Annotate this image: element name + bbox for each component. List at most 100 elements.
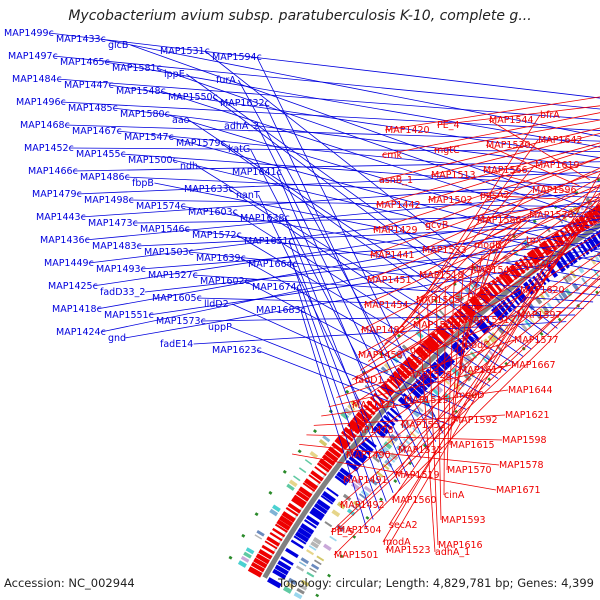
gene-label[interactable]: MAP1632c (220, 98, 270, 109)
gene-label[interactable]: pgsA2 (480, 190, 510, 201)
gene-label[interactable]: MAP1433c (56, 34, 106, 45)
gene-label[interactable]: MAP1602c (200, 276, 250, 287)
gene-label[interactable]: modD (456, 390, 484, 401)
gene-label[interactable]: MAP1664c (248, 259, 298, 270)
gene-label[interactable]: MAP1570 (447, 465, 492, 476)
gene-label[interactable]: aceAb (523, 260, 552, 271)
gene-label[interactable]: katG (228, 144, 250, 155)
gene-label[interactable]: MAP1504 (337, 525, 382, 536)
gene-label[interactable]: MAP1641c (232, 167, 282, 178)
gene-label[interactable]: MAP1484c (12, 74, 62, 85)
gene-label[interactable]: MAP1566 (483, 165, 528, 176)
gene-label[interactable]: MAP1638c (240, 213, 290, 224)
gene-label[interactable]: MAP1551c (104, 310, 154, 321)
gene-label[interactable]: MAP1491 (343, 475, 388, 486)
gene-label[interactable]: MAP1594c (212, 52, 262, 63)
gene-label[interactable]: MAP1574c (136, 201, 186, 212)
gene-label[interactable]: MAP1443c (36, 212, 86, 223)
gene-label[interactable]: modC (462, 340, 490, 351)
gene-label[interactable]: MAP1591 (465, 315, 510, 326)
gene-label[interactable]: glcB (108, 40, 128, 51)
gene-label[interactable]: MAP1424c (56, 327, 106, 338)
gene-label[interactable]: MAP1471 (352, 400, 397, 411)
gene-label[interactable]: MAP1451 (367, 275, 412, 286)
gene-label[interactable]: MAP1478 (349, 425, 394, 436)
gene-label[interactable]: MAP1500c (128, 155, 178, 166)
gene-label[interactable]: MAP1483c (92, 241, 142, 252)
gene-label[interactable]: uppP (208, 322, 232, 333)
gene-label[interactable]: lldD2 (204, 299, 229, 310)
gene-label[interactable]: MAP1577 (514, 335, 559, 346)
gene-label[interactable]: MAP1605c (152, 293, 202, 304)
gene-label[interactable]: MAP1531c (160, 46, 210, 57)
gene-label[interactable]: MAP1429 (373, 225, 418, 236)
gene-label[interactable]: MAP1436c (40, 235, 90, 246)
gene-label[interactable]: MAP1578 (499, 460, 544, 471)
gene-label[interactable]: MAP1651c (244, 236, 294, 247)
gene-label[interactable]: MAP1530 (486, 140, 531, 151)
gene-label[interactable]: MAP1573c (156, 316, 206, 327)
gene-label[interactable]: fadD1_1 (355, 375, 394, 386)
gene-label[interactable]: adhA_1 (435, 547, 470, 558)
gene-label[interactable]: MAP1620 (520, 285, 565, 296)
gene-label[interactable]: MAP1418c (52, 304, 102, 315)
gene-label[interactable]: MAP1617 (459, 365, 504, 376)
gene-label[interactable]: MAP1502 (428, 195, 473, 206)
gene-label[interactable]: MAP1572c (192, 230, 242, 241)
gene-label[interactable]: MAP1546c (140, 224, 190, 235)
gene-label[interactable]: MAP1479c (32, 189, 82, 200)
gene-label[interactable]: MAP1633c (184, 184, 234, 195)
gene-label[interactable]: MAP1490 (346, 450, 391, 461)
gene-label[interactable]: MAP1623c (212, 345, 262, 356)
gene-label[interactable]: MAP1597 (517, 310, 562, 321)
gene-label[interactable]: MAP1482 (361, 325, 406, 336)
gene-label[interactable]: MAP1523 (386, 545, 431, 556)
gene-label[interactable]: MAP1581c (112, 63, 162, 74)
gene-label[interactable]: tpx (526, 235, 542, 246)
gene-label[interactable]: MAP1526 (407, 370, 452, 381)
gene-label[interactable]: MAP1642 (538, 135, 583, 146)
gene-label[interactable]: MAP1579c (176, 138, 226, 149)
gene-label[interactable]: MAP1455c (76, 149, 126, 160)
gene-label[interactable]: MAP1466c (28, 166, 78, 177)
gene-label[interactable]: MAP1441 (370, 250, 415, 261)
gene-label[interactable]: MAP1639c (196, 253, 246, 264)
gene-label[interactable]: MAP1576 (529, 210, 574, 221)
gene-label[interactable]: MAP1486c (80, 172, 130, 183)
gene-label[interactable]: gcvB (425, 220, 448, 231)
gene-label[interactable]: MAP1499c (4, 28, 54, 39)
gene-label[interactable]: MAP1674c (252, 282, 302, 293)
gene-label[interactable]: MAP1473c (88, 218, 138, 229)
gene-label[interactable]: modA (383, 537, 411, 548)
gene-label[interactable]: MAP1615 (450, 440, 495, 451)
gene-label[interactable]: MAP1548c (116, 86, 166, 97)
gene-label[interactable]: MAP1498c (84, 195, 134, 206)
gene-label[interactable]: mgtC (434, 145, 460, 156)
gene-label[interactable]: MAP1458 (358, 350, 403, 361)
gene-label[interactable]: MAP1496c (16, 97, 66, 108)
gene-label[interactable]: MAP1596 (532, 185, 577, 196)
gene-label[interactable]: MAP1598 (502, 435, 547, 446)
gene-label[interactable]: adhA_2 (224, 121, 259, 132)
gene-label[interactable]: MAP1527c (148, 270, 198, 281)
gene-label[interactable]: MAP1592 (453, 415, 498, 426)
gene-label[interactable]: MAP1586 (477, 215, 522, 226)
gene-label[interactable]: MAP1503c (144, 247, 194, 258)
gene-label[interactable]: MAP1449c (44, 258, 94, 269)
gene-label[interactable]: gnd (108, 333, 126, 344)
gene-label[interactable]: fadE14 (160, 339, 193, 350)
gene-label[interactable]: MAP1519 (395, 470, 440, 481)
gene-label[interactable]: MAP1420 (385, 125, 430, 136)
gene-label[interactable]: modB (474, 240, 502, 251)
gene-label[interactable]: MAP1513 (431, 170, 476, 181)
gene-label[interactable]: MAP1515 (404, 395, 449, 406)
gene-label[interactable]: lppE (164, 69, 185, 80)
gene-label[interactable]: MAP1616 (438, 540, 483, 551)
gene-label[interactable]: ndh (180, 161, 198, 172)
gene-label[interactable]: MAP1447c (64, 80, 114, 91)
gene-label[interactable]: MAP1501 (334, 550, 379, 561)
gene-label[interactable]: secA2 (389, 520, 418, 531)
gene-label[interactable]: MAP1580c (120, 109, 170, 120)
gene-label[interactable]: MAP1603c (188, 207, 238, 218)
gene-label[interactable]: gcvH (410, 345, 434, 356)
